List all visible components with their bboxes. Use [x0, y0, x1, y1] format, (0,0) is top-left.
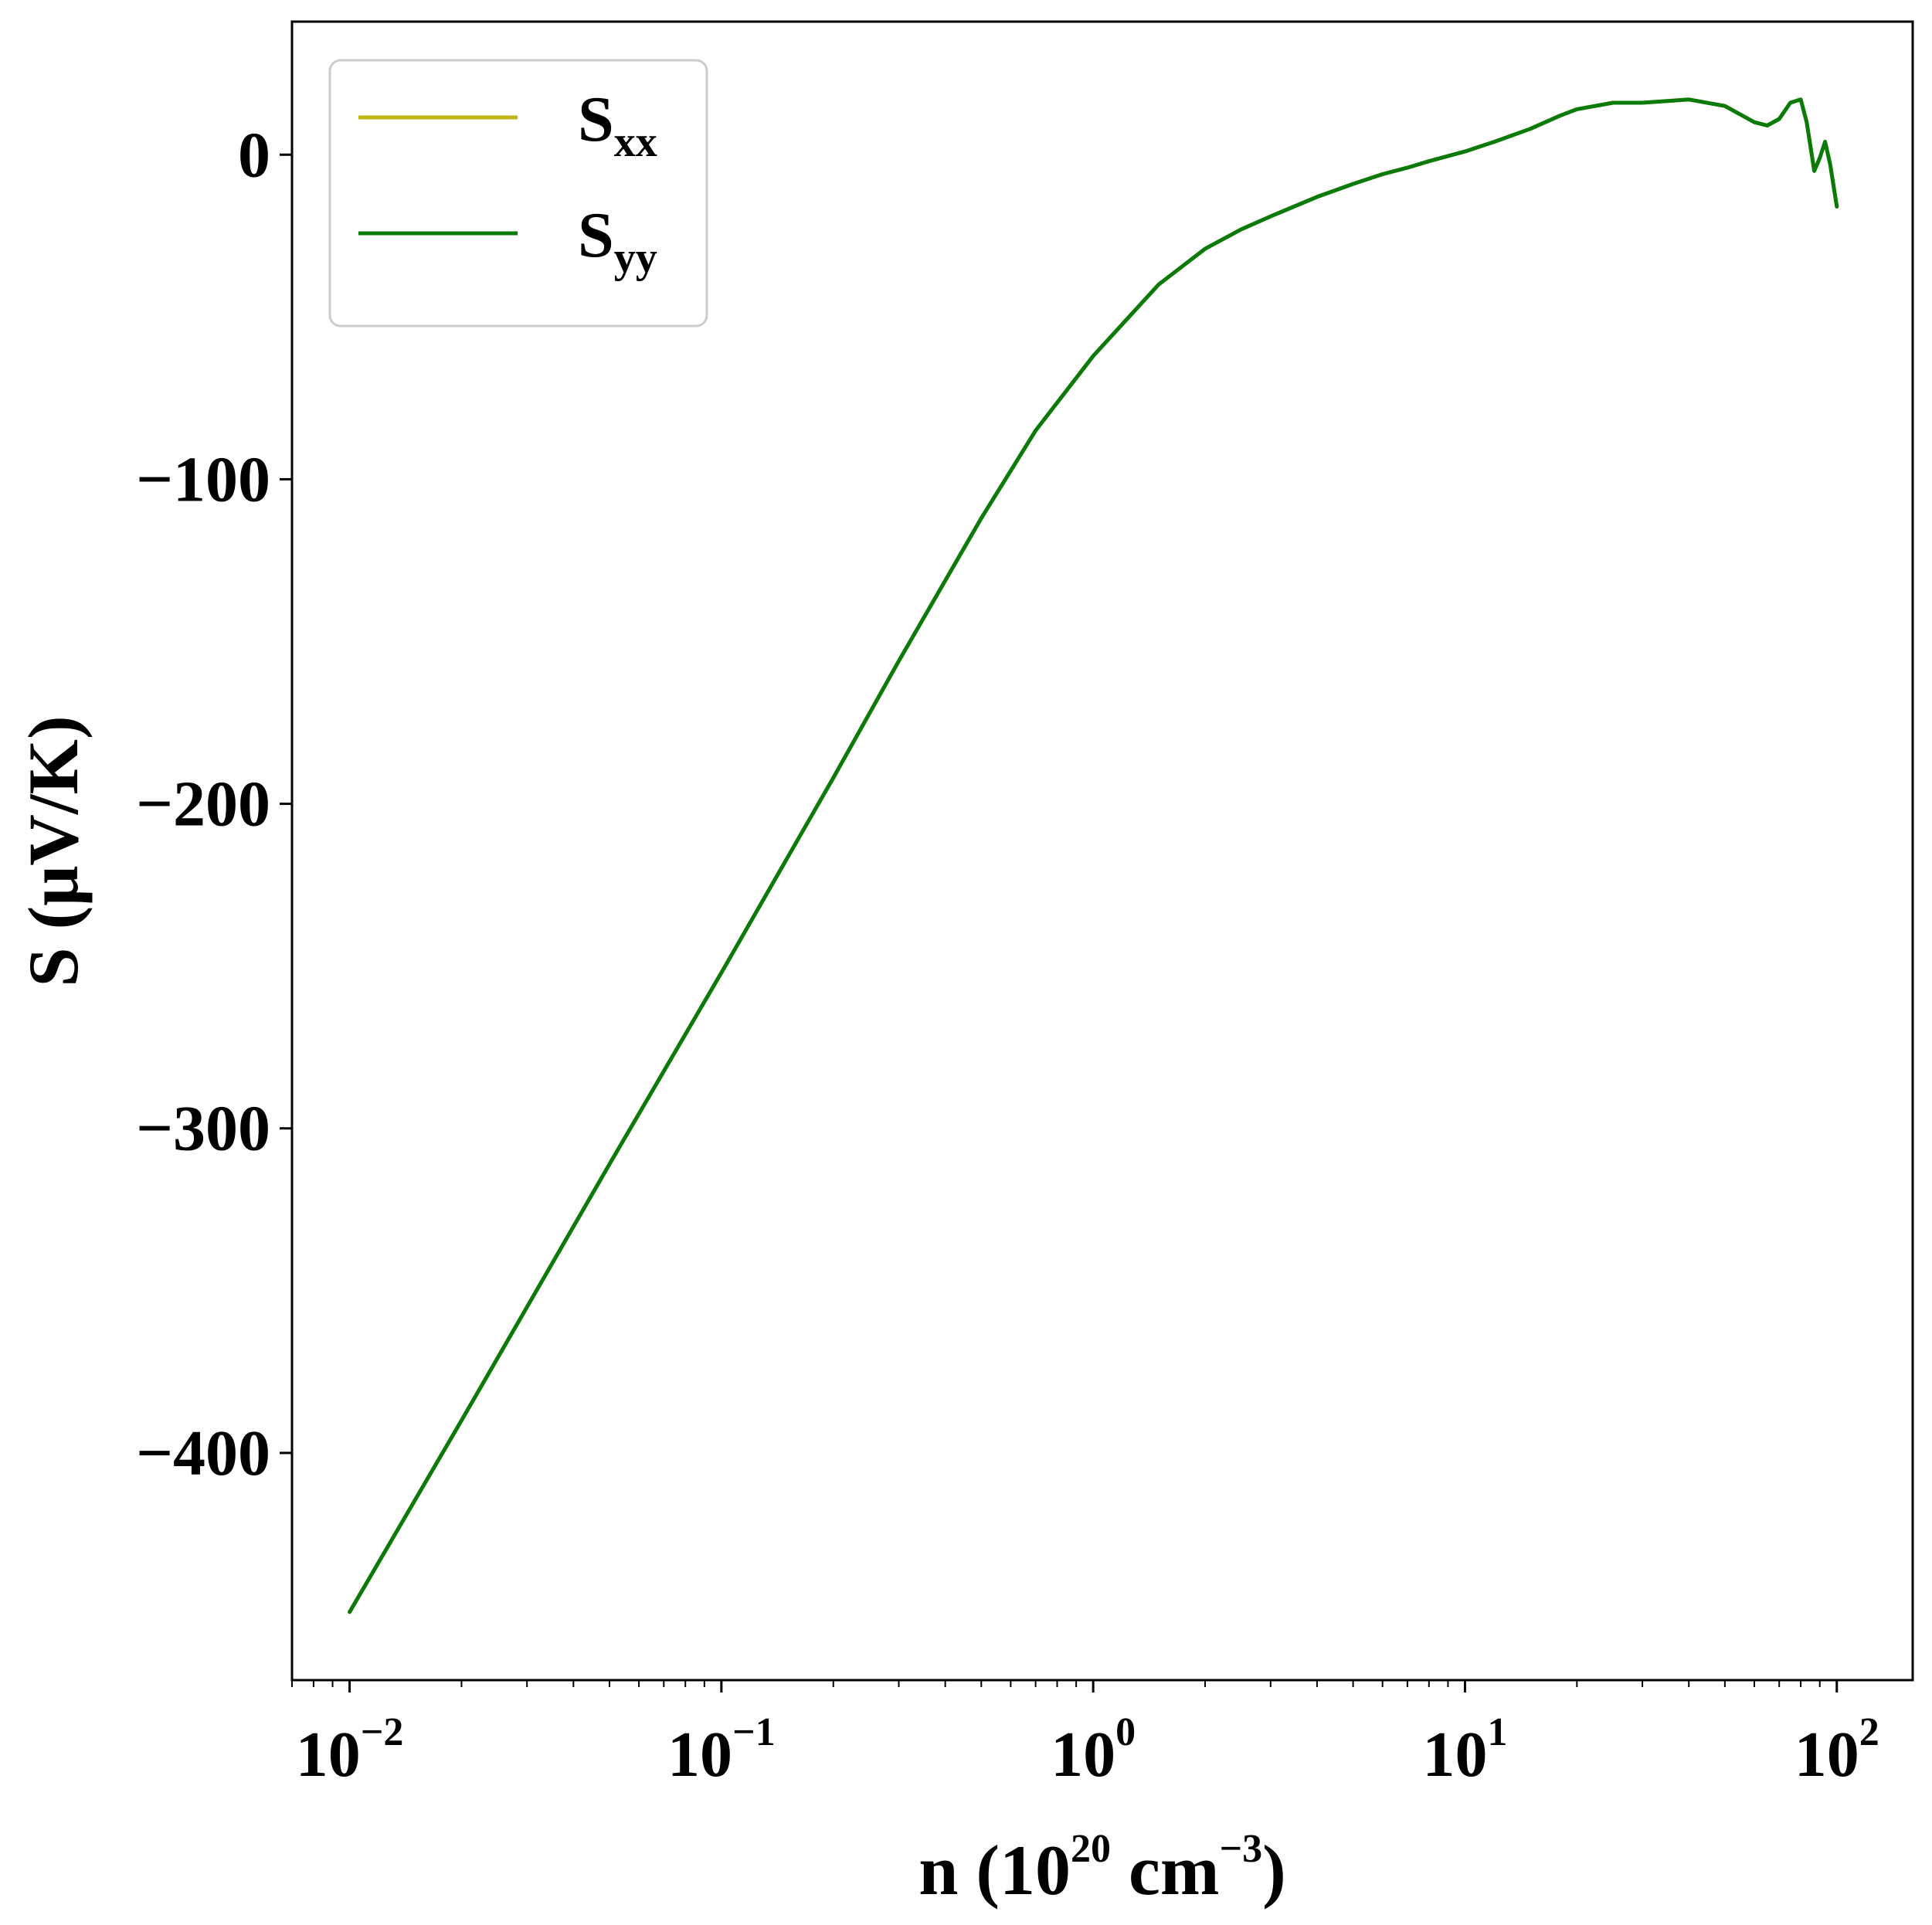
x-axis-title-exp2: −3 [1220, 1827, 1263, 1871]
x-axis-title-exp1: 20 [1071, 1827, 1111, 1871]
x-axis-title-suffix: ) [1262, 1831, 1286, 1910]
legend-label-syy: Syy [578, 199, 657, 282]
y-tick-label: −100 [136, 443, 270, 515]
plot-frame [290, 20, 1914, 1682]
x-tick-label: 10−1 [667, 1710, 776, 1791]
legend-label-syy-base: S [578, 199, 614, 271]
y-axis-title: S (μV/K) [14, 715, 93, 986]
x-tick-label: 101 [1422, 1710, 1507, 1791]
x-tick-label-exponent: 0 [1115, 1710, 1136, 1754]
x-tick-label: 102 [1794, 1710, 1879, 1791]
x-axis: 10−2 10−1 100 101 102 [291, 1680, 1879, 1791]
x-tick-label-base: 10 [1794, 1719, 1859, 1791]
x-tick-label-exponent: 2 [1859, 1710, 1879, 1754]
x-tick-label-base: 10 [1422, 1719, 1487, 1791]
legend: Sxx Syy [328, 59, 708, 328]
x-axis-title: n (1020 cm−3) [918, 1827, 1286, 1910]
legend-label-syy-sub: yy [614, 234, 657, 282]
y-tick-label: −200 [136, 769, 270, 840]
x-tick-label-base: 10 [667, 1719, 732, 1791]
x-axis-title-mid: cm [1111, 1831, 1219, 1910]
legend-label-sxx-sub: xx [614, 118, 657, 166]
y-tick-label: −400 [136, 1417, 270, 1489]
x-tick-label-exponent: 1 [1487, 1710, 1507, 1754]
x-axis-title-prefix: n (10 [918, 1831, 1071, 1910]
y-axis: 0 −100 −200 −300 −400 [136, 119, 292, 1489]
y-tick-label: 0 [238, 119, 270, 191]
series-line-syy [348, 97, 1839, 1614]
x-tick-label-base: 10 [296, 1719, 361, 1791]
legend-label-sxx: Sxx [578, 83, 657, 166]
x-tick-label-exponent: −2 [361, 1710, 404, 1754]
series-layer [348, 97, 1839, 1614]
x-tick-label: 10−2 [296, 1710, 404, 1791]
x-tick-label-base: 10 [1051, 1719, 1115, 1791]
legend-label-sxx-base: S [578, 83, 614, 155]
y-tick-label: −300 [136, 1093, 270, 1165]
x-tick-label: 100 [1051, 1710, 1136, 1791]
legend-box [328, 59, 708, 328]
x-tick-label-exponent: −1 [732, 1710, 776, 1754]
